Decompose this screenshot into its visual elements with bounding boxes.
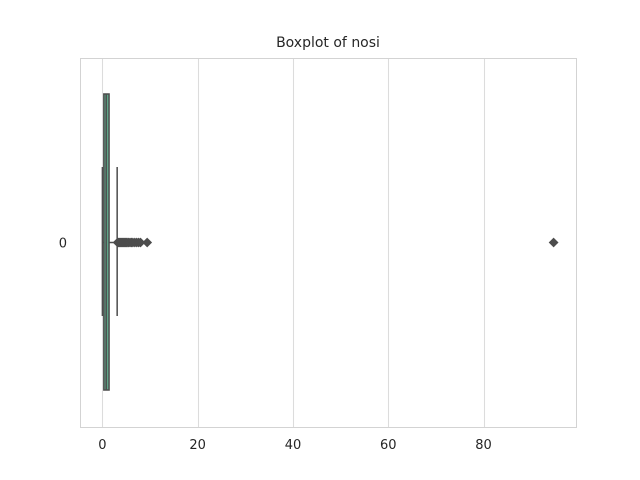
plot-area-frame bbox=[80, 58, 577, 428]
outlier-point bbox=[135, 237, 146, 248]
x-tick-label: 40 bbox=[285, 438, 302, 453]
x-tick-label: 20 bbox=[189, 438, 206, 453]
grid-layer bbox=[101, 58, 486, 427]
x-tick-label: 60 bbox=[380, 438, 397, 453]
outlier-point bbox=[142, 237, 153, 248]
chart-title: Boxplot of nosi bbox=[276, 35, 380, 51]
x-tick-label: 0 bbox=[98, 438, 106, 453]
y-tick-label: 0 bbox=[59, 237, 67, 252]
outlier-point bbox=[548, 237, 559, 248]
tick-layer: 0 20 40 60 80 0 bbox=[59, 237, 492, 454]
outlier-layer bbox=[112, 237, 559, 248]
x-tick-label: 80 bbox=[475, 438, 492, 453]
